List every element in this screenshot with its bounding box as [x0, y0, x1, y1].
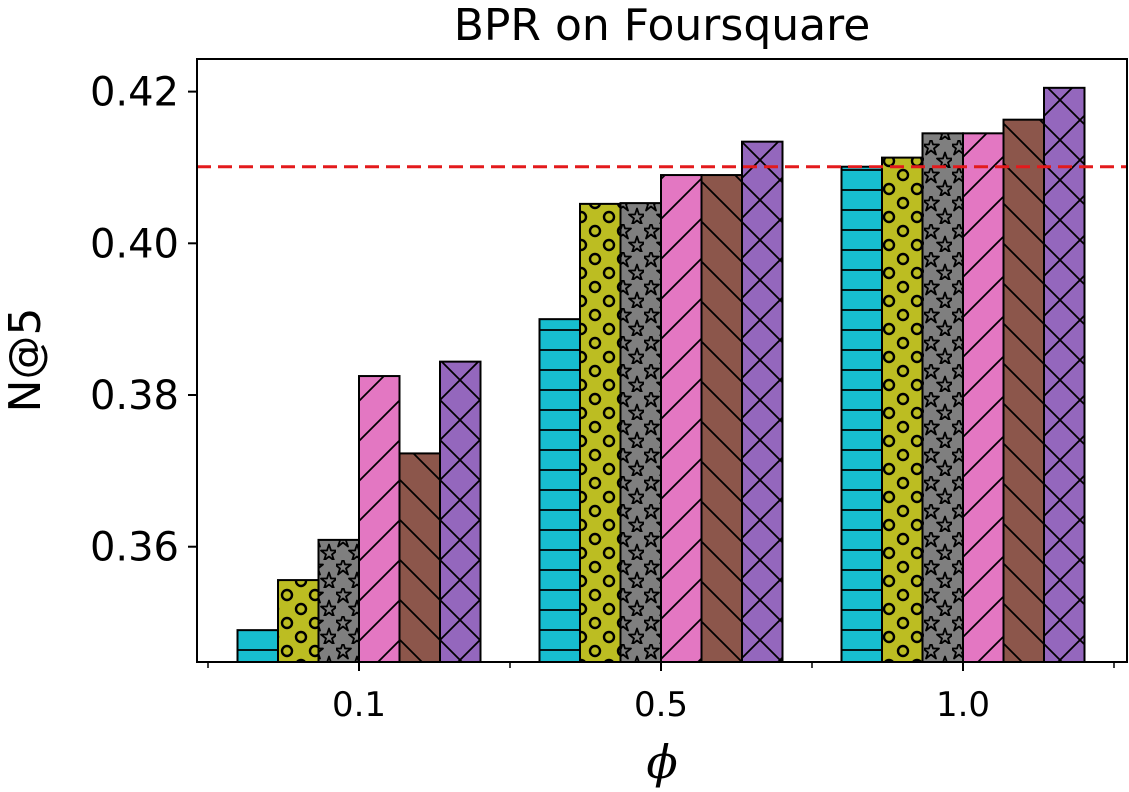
bar: [317, 538, 360, 663]
y-tick-label: 0.38: [90, 373, 179, 419]
bar: [277, 579, 320, 663]
bar: [439, 360, 482, 663]
bar-hatch: [882, 157, 923, 663]
bar: [538, 318, 581, 663]
bar: [881, 156, 924, 664]
x-axis: 0.1 0.5 1.0: [207, 662, 1115, 725]
bar-hatch: [841, 166, 882, 662]
bar: [741, 140, 784, 663]
bar: [358, 375, 401, 663]
y-axis: 0.36 0.38 0.40 0.42: [90, 70, 197, 571]
plot-frame: [196, 58, 1128, 663]
bar-hatch: [620, 203, 661, 662]
y-tick-label: 0.40: [90, 221, 179, 267]
bar-hatch: [922, 133, 963, 662]
bar: [579, 202, 622, 663]
bar-hatch: [399, 453, 440, 662]
y-tick-label: 0.36: [90, 525, 179, 571]
bar-hatch: [539, 319, 580, 662]
x-tick-label: 0.1: [332, 685, 386, 725]
bar: [1002, 118, 1045, 663]
bar-hatch: [742, 141, 783, 662]
bar: [962, 132, 1005, 663]
x-tick-label: 0.5: [634, 685, 688, 725]
bar-hatch: [440, 361, 481, 662]
x-tick-label: 1.0: [936, 685, 990, 725]
bar-hatch: [963, 133, 1004, 662]
bar-hatch: [318, 539, 359, 662]
bar: [1043, 86, 1086, 664]
bar-hatch: [580, 203, 621, 662]
bar: [921, 132, 964, 663]
bar: [840, 165, 883, 663]
bar-hatch: [1003, 119, 1044, 662]
bar-hatch: [661, 175, 702, 662]
bar: [398, 452, 441, 663]
chart-title: BPR on Foursquare: [454, 0, 871, 51]
bar: [660, 174, 703, 664]
bar: [700, 174, 743, 664]
y-tick-label: 0.42: [90, 70, 179, 116]
x-axis-label: ϕ: [646, 735, 677, 789]
bar: [236, 629, 279, 663]
bar-hatch: [359, 376, 400, 662]
bar-hatch: [1044, 87, 1085, 663]
y-axis-label: N@5: [0, 308, 51, 413]
bars: [236, 86, 1086, 664]
bar-hatch: [237, 630, 278, 662]
bar-hatch: [278, 580, 319, 662]
bar: [619, 202, 662, 663]
bar-hatch: [701, 175, 742, 662]
